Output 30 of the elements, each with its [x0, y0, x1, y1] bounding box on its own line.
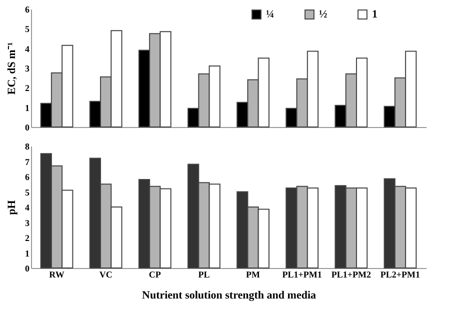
y-tick-label: 2 [25, 83, 30, 94]
y-tick-label: 8 [25, 142, 30, 152]
y-tick-label: 3 [25, 64, 30, 74]
y-tick-label: 0 [25, 264, 30, 274]
y-tick-label: 6 [25, 172, 30, 182]
x-tick-label: PL1+PM1 [282, 270, 322, 280]
y-axis-title: EC, dS m⁻¹ [6, 42, 18, 95]
y-tick-label: 0 [25, 122, 30, 132]
y-tick-label: 4 [25, 202, 30, 212]
x-tick-label: PM [246, 270, 261, 280]
legend-label: ½ [319, 8, 328, 21]
x-tick-label: RW [49, 270, 64, 280]
x-tick-label: PL [198, 270, 210, 280]
y-tick-label: 7 [25, 156, 30, 167]
x-axis-title: Nutrient solution strength and media [142, 290, 316, 302]
x-tick-label: PL2+PM1 [380, 270, 421, 280]
x-tick-label: VC [99, 270, 112, 280]
y-tick-label: 5 [25, 24, 30, 34]
y-tick-label: 4 [25, 44, 30, 54]
y-tick-label: 3 [25, 218, 30, 228]
legend-label: ¼ [266, 8, 274, 21]
y-tick-label: 5 [25, 187, 30, 198]
y-tick-label: 2 [25, 233, 30, 243]
y-tick-label: 1 [25, 248, 30, 258]
x-tick-label: CP [148, 270, 162, 280]
y-axis-title: pH [6, 200, 18, 215]
legend-label: 1 [372, 8, 378, 21]
x-tick-label: PL1+PM2 [331, 270, 372, 280]
y-tick-label: 1 [25, 102, 30, 113]
y-tick-label: 6 [25, 4, 30, 14]
